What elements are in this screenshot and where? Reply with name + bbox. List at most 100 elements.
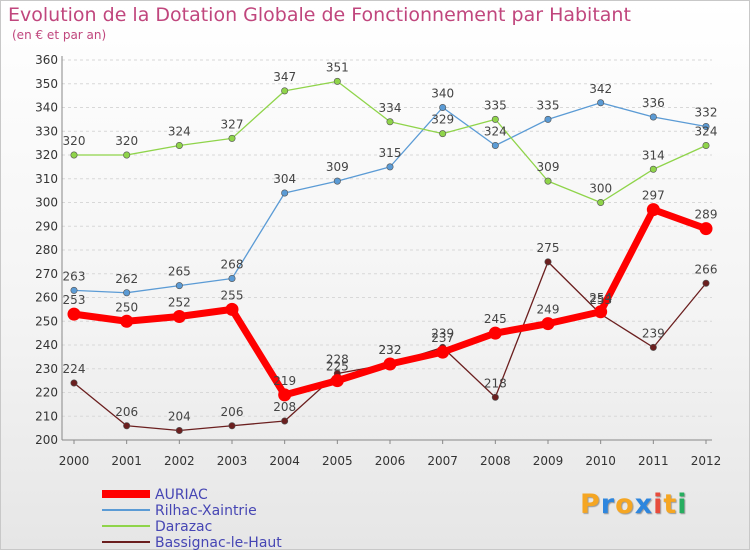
y-tick-label: 260 bbox=[35, 291, 58, 305]
x-tick-label: 2010 bbox=[585, 454, 616, 468]
x-tick-label: 2011 bbox=[638, 454, 669, 468]
data-label: 253 bbox=[589, 293, 612, 307]
y-tick-label: 310 bbox=[35, 172, 58, 186]
legend-label: AURIAC bbox=[155, 487, 208, 503]
data-label: 206 bbox=[115, 405, 138, 419]
data-point bbox=[123, 151, 131, 159]
data-label: 324 bbox=[695, 125, 718, 139]
data-point bbox=[649, 165, 657, 173]
data-label: 335 bbox=[484, 98, 507, 112]
data-point bbox=[333, 77, 341, 85]
data-point bbox=[330, 374, 344, 388]
data-point bbox=[541, 317, 555, 331]
data-point bbox=[70, 151, 78, 159]
data-label: 250 bbox=[115, 300, 138, 314]
data-point bbox=[488, 326, 502, 340]
data-point bbox=[646, 203, 660, 217]
data-label: 237 bbox=[431, 331, 454, 345]
data-label: 262 bbox=[115, 272, 138, 286]
logo-letter: i bbox=[677, 489, 688, 520]
data-labels: 253 250 252 255 219 225 232 237 245 249 254 297 289 2… bbox=[63, 60, 718, 423]
y-tick-labels: 200 210 220 230 240 250 260 270 280 290 300 310 320 3… bbox=[35, 53, 58, 447]
data-point bbox=[120, 314, 134, 328]
data-label: 334 bbox=[379, 101, 402, 115]
x-tick-label: 2000 bbox=[59, 454, 90, 468]
data-point bbox=[544, 115, 552, 123]
data-point bbox=[702, 123, 710, 131]
legend-label: Darazac bbox=[155, 519, 212, 535]
logo-letter: i bbox=[653, 489, 664, 520]
data-point bbox=[386, 118, 394, 126]
data-label: 320 bbox=[115, 134, 138, 148]
data-label: 351 bbox=[326, 60, 349, 74]
data-label: 254 bbox=[589, 291, 612, 305]
data-label: 239 bbox=[431, 326, 454, 340]
data-label: 268 bbox=[221, 258, 244, 272]
data-label: 263 bbox=[63, 269, 86, 283]
data-point bbox=[228, 274, 236, 282]
logo-letter: P bbox=[580, 489, 601, 520]
data-label: 324 bbox=[484, 125, 507, 139]
data-label: 336 bbox=[642, 96, 665, 110]
data-label: 266 bbox=[695, 262, 718, 276]
x-tick-label: 2002 bbox=[164, 454, 195, 468]
legend: AURIACRilhac-XaintrieDarazacBassignac-le… bbox=[102, 487, 282, 550]
data-point bbox=[175, 282, 183, 290]
data-point bbox=[175, 426, 183, 434]
data-point bbox=[649, 113, 657, 121]
grid-lines bbox=[62, 59, 712, 441]
data-point bbox=[278, 388, 292, 402]
data-label: 314 bbox=[642, 148, 665, 162]
x-tick-label: 2008 bbox=[480, 454, 511, 468]
data-label: 332 bbox=[695, 106, 718, 120]
x-tick-label: 2012 bbox=[691, 454, 722, 468]
data-label: 347 bbox=[273, 70, 296, 84]
x-tick-label: 2003 bbox=[217, 454, 248, 468]
data-point bbox=[597, 199, 605, 207]
data-point bbox=[281, 87, 289, 95]
data-label: 335 bbox=[537, 98, 560, 112]
data-point bbox=[172, 310, 186, 323]
data-label: 204 bbox=[168, 410, 191, 424]
chart-subtitle: (en € et par an) bbox=[12, 28, 107, 42]
data-point bbox=[594, 305, 608, 319]
x-tick-label: 2004 bbox=[269, 454, 300, 468]
y-tick-label: 210 bbox=[35, 409, 58, 423]
data-point bbox=[439, 130, 447, 138]
data-point bbox=[702, 142, 710, 150]
data-label: 304 bbox=[273, 172, 296, 186]
data-label: 297 bbox=[642, 189, 665, 203]
data-label: 239 bbox=[642, 326, 665, 340]
data-label: 340 bbox=[431, 87, 454, 101]
data-point bbox=[123, 422, 131, 430]
data-label: 289 bbox=[695, 208, 718, 222]
data-point bbox=[175, 142, 183, 150]
data-label: 300 bbox=[589, 182, 612, 196]
data-label: 324 bbox=[168, 125, 191, 139]
data-label: 309 bbox=[537, 160, 560, 174]
data-point bbox=[281, 417, 289, 425]
data-point bbox=[383, 357, 397, 371]
data-point bbox=[699, 222, 713, 236]
data-point bbox=[70, 379, 78, 387]
data-label: 275 bbox=[537, 241, 560, 255]
x-tick-label: 2005 bbox=[322, 454, 353, 468]
logo-letter: r bbox=[600, 489, 616, 520]
series-lines bbox=[67, 77, 713, 434]
data-label: 252 bbox=[168, 296, 191, 310]
data-point bbox=[491, 393, 499, 401]
data-point bbox=[70, 286, 78, 294]
y-tick-label: 350 bbox=[35, 77, 58, 91]
y-tick-label: 250 bbox=[35, 314, 58, 328]
data-label: 232 bbox=[379, 343, 402, 357]
data-label: 255 bbox=[221, 288, 244, 302]
y-tick-label: 340 bbox=[35, 101, 58, 115]
data-label: 329 bbox=[431, 113, 454, 127]
data-label: 218 bbox=[484, 376, 507, 390]
data-label: 232 bbox=[379, 343, 402, 357]
data-label: 245 bbox=[484, 312, 507, 326]
data-point bbox=[436, 345, 450, 359]
data-point bbox=[225, 302, 239, 316]
